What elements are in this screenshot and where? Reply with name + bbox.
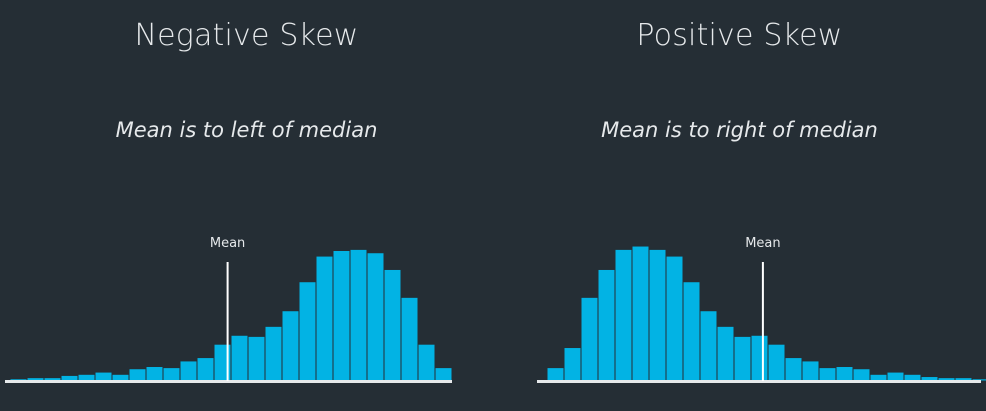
histogram-bar [733,335,752,382]
histogram-bar [563,347,582,382]
histogram-bar [665,255,684,382]
histogram-bar [869,373,888,382]
histogram-bar [699,310,718,382]
histogram-bar [434,367,453,382]
histogram-bar [145,366,164,382]
histogram-bar [332,250,351,382]
mean-label: Mean [210,236,245,251]
positive-skew-panel: Positive Skew Mean is to right of median… [493,0,986,411]
mean-label: Mean [745,236,780,251]
histogram-bar [597,268,616,382]
histogram-bar [128,368,147,382]
chart-subtitle: Mean is to right of median [601,118,878,142]
chart-title: Negative Skew [134,18,359,53]
histogram-bar [281,310,300,382]
negative-skew-histogram: Mean [5,236,453,383]
histogram-bar [315,255,334,382]
histogram-bar [886,371,905,382]
histogram-bar [349,248,368,382]
histogram-bar [580,296,599,382]
histogram-bar [94,371,113,382]
histogram-bar [631,245,650,382]
histogram-bar [247,335,266,382]
histogram-bar [835,366,854,382]
positive-skew-histogram: Mean [537,236,986,383]
histogram-bar [417,343,436,382]
histogram-bar [366,252,385,382]
histogram-bar [77,373,96,382]
histogram-bar [716,325,735,382]
histogram-bar [546,367,565,382]
histogram-bar [818,367,837,382]
histogram-bar [196,357,215,382]
histogram-bar [801,360,820,382]
histogram-bar [648,248,667,382]
histogram-bar [264,325,283,382]
histogram-bar [852,368,871,382]
histogram-bar [298,281,317,382]
chart-title: Positive Skew [636,18,843,53]
chart-subtitle: Mean is to left of median [115,118,378,142]
histogram-bar [179,360,198,382]
histogram-bar [400,296,419,382]
negative-skew-panel: Negative Skew Mean is to left of median … [5,18,453,383]
histogram-bar [903,373,922,382]
histogram-bar [162,367,181,382]
histogram-bar [682,281,701,382]
histogram-bar [614,248,633,382]
histogram-bar [111,373,130,382]
histogram-bar [767,343,786,382]
histogram-bar [750,334,769,382]
histogram-bar [383,268,402,382]
histogram-bar [230,334,249,382]
histogram-bar [784,357,803,382]
